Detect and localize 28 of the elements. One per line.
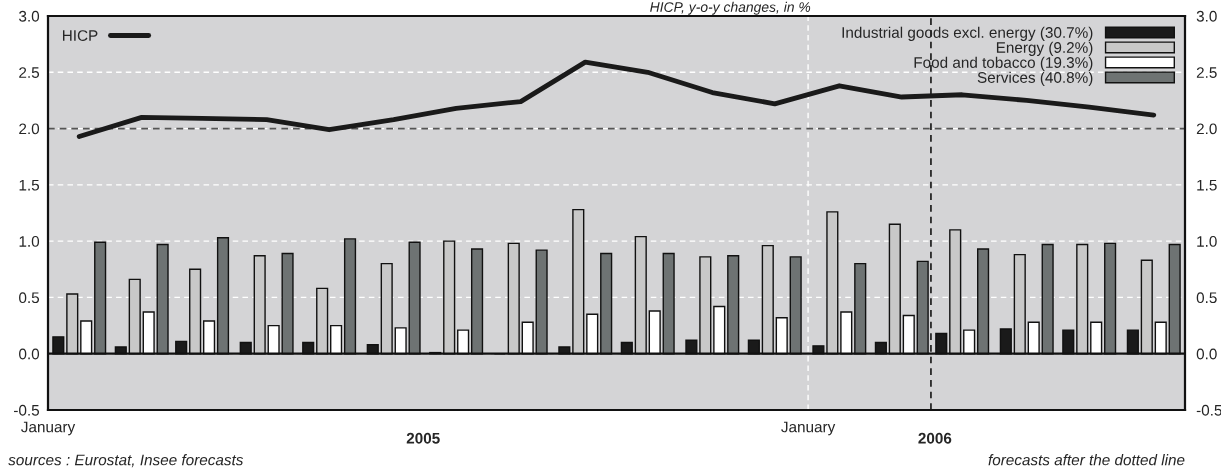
- y2-tick-label: 1.5: [1197, 179, 1217, 191]
- text: 2005: [406, 432, 440, 444]
- legend-label: Energy (9.2%): [996, 41, 1093, 56]
- y2-tick-label: -0.5: [1196, 404, 1221, 416]
- y2-tick-label: 0.5: [1196, 292, 1217, 304]
- y-tick-label: 2.5: [19, 67, 40, 78]
- legend-label: Services (40.8%): [977, 71, 1093, 86]
- y2-tick-label: 0.0: [1196, 348, 1217, 360]
- chart-title: HICP, y-o-y changes, in %: [650, 1, 811, 15]
- source-note: sources : Eurostat, Insee forecasts: [8, 454, 244, 468]
- y-tick-label: -0.5: [14, 404, 40, 416]
- y2-tick-label: 1.0: [1197, 236, 1217, 247]
- y-tick-label: 0.0: [19, 348, 40, 360]
- legend-label: Industrial goods excl. energy (30.7%): [842, 26, 1093, 41]
- y-tick-label: 1.5: [19, 179, 40, 191]
- text: 2006: [918, 432, 952, 444]
- y-tick-label: 3.0: [19, 10, 40, 22]
- y-tick-label: 1.0: [19, 236, 40, 247]
- x-tick-label: January: [21, 421, 76, 436]
- y2-tick-label: 2.5: [1196, 67, 1217, 78]
- y2-tick-label: 3.0: [1196, 10, 1217, 22]
- legend-label: Food and tobacco (19.3%): [914, 56, 1093, 71]
- text: forecasts after the dotted line: [988, 454, 1185, 466]
- y-tick-label: 2.0: [19, 123, 40, 135]
- x-tick-label: January: [781, 421, 836, 436]
- y2-tick-label: 2.0: [1196, 123, 1217, 135]
- legend-label: HICP: [63, 30, 98, 41]
- y-tick-label: 0.5: [19, 292, 40, 304]
